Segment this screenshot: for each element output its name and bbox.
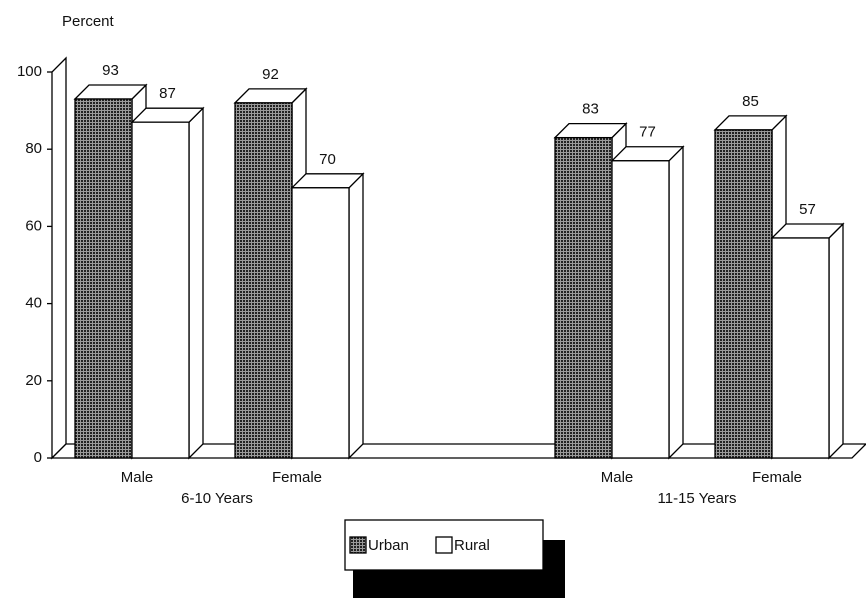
data-label: 77 xyxy=(639,124,656,141)
bar xyxy=(611,160,670,459)
bar xyxy=(234,102,293,459)
x-tick-label: Male xyxy=(601,469,634,486)
data-label: 87 xyxy=(159,85,176,102)
data-label: 85 xyxy=(742,93,759,110)
bar xyxy=(131,121,190,459)
bar xyxy=(554,136,613,459)
legend-label: Urban xyxy=(368,537,409,554)
bar xyxy=(74,98,133,459)
y-tick-label: 100 xyxy=(17,63,42,80)
data-label: 83 xyxy=(582,101,599,118)
bar-side xyxy=(188,106,204,460)
bar xyxy=(771,237,830,459)
legend-label: Rural xyxy=(454,537,490,554)
bar-side xyxy=(348,172,364,460)
data-label: 93 xyxy=(102,62,119,79)
bar-side xyxy=(828,222,844,460)
group-label: 11-15 Years xyxy=(658,490,737,507)
data-label: 92 xyxy=(262,66,279,83)
group-label: 6-10 Years xyxy=(181,490,253,507)
y-tick-label: 80 xyxy=(25,140,42,157)
y-tick-label: 40 xyxy=(25,295,42,312)
y-tick-label: 20 xyxy=(25,372,42,389)
x-tick-label: Female xyxy=(272,469,322,486)
x-tick-label: Male xyxy=(121,469,154,486)
y-tick-label: 0 xyxy=(34,449,42,466)
data-label: 70 xyxy=(319,151,336,168)
bar xyxy=(291,187,350,459)
y-axis-label: Percent xyxy=(62,13,115,30)
legend-swatch xyxy=(349,536,367,554)
x-tick-label: Female xyxy=(752,469,802,486)
data-label: 57 xyxy=(799,201,816,218)
bar-side xyxy=(668,145,684,460)
y-tick-label: 60 xyxy=(25,217,42,234)
legend-swatch xyxy=(435,536,453,554)
left-wall xyxy=(51,56,67,460)
bar xyxy=(714,129,773,459)
